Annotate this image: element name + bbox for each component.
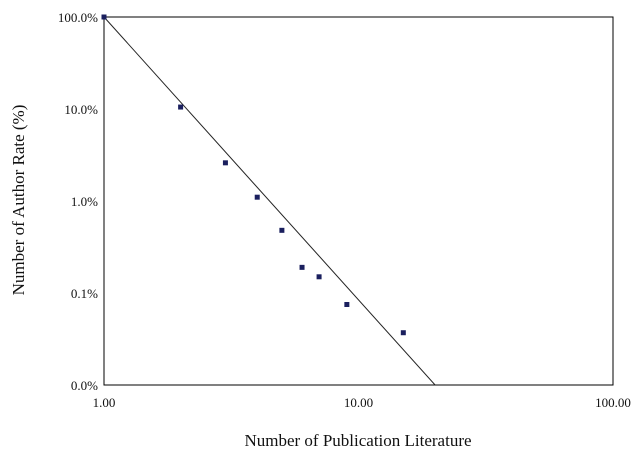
data-point-2: [178, 104, 184, 110]
plot-area: [103, 16, 614, 386]
y-axis-title: Number of Author Rate (%): [9, 105, 28, 296]
data-point-1: [101, 14, 107, 20]
x-tick-label-2: 10.00: [344, 395, 373, 410]
x-axis-title: Number of Publication Literature: [244, 431, 471, 450]
data-point-5: [279, 227, 285, 233]
data-point-7: [316, 274, 322, 280]
fit-line: [103, 16, 436, 386]
y-tick-label-4: 0.1%: [71, 286, 98, 301]
y-tick-label-2: 10.0%: [64, 102, 98, 117]
data-point-9: [400, 330, 406, 336]
y-tick-label-1: 100.0%: [58, 10, 98, 25]
data-point-3: [222, 160, 228, 166]
data-point-4: [254, 194, 260, 200]
y-tick-label-3: 1.0%: [71, 194, 98, 209]
data-point-6: [299, 264, 305, 270]
x-tick-label-3: 100.00: [595, 395, 631, 410]
chart-marks: [101, 14, 436, 386]
data-point-8: [344, 301, 350, 307]
x-tick-label-1: 1.00: [93, 395, 116, 410]
y-tick-label-5: 0.0%: [71, 378, 98, 393]
axis-ticks: 1.00 10.00 100.00 100.0% 10.0% 1.0% 0.1% 0.0%: [58, 10, 631, 410]
